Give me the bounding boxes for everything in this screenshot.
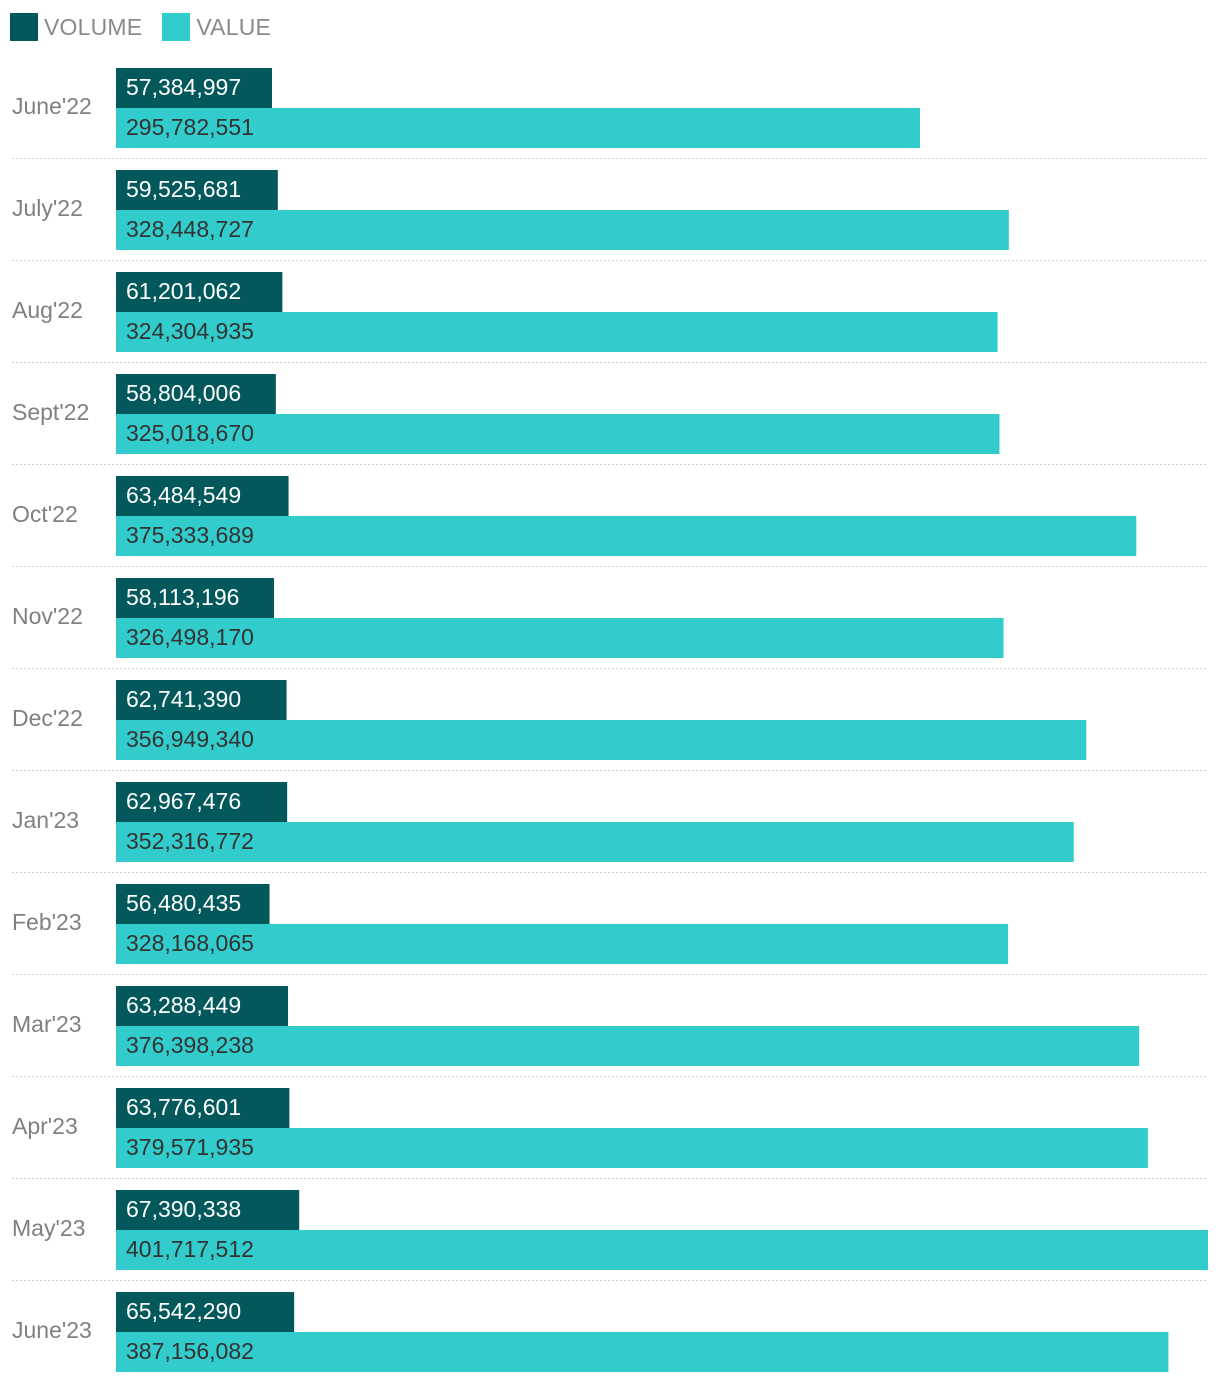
value-bar [116,210,1009,250]
value-data-label: 352,316,772 [126,828,254,854]
volume-bar [116,272,283,312]
category-label: Jan'23 [12,807,79,833]
volume-data-label: 58,804,006 [126,380,241,406]
category-label: Oct'22 [12,501,78,527]
legend-label-value: VALUE [196,13,272,40]
volume-bar [116,1190,300,1230]
value-data-label: 326,498,170 [126,624,254,650]
volume-bar [116,374,276,414]
volume-data-label: 65,542,290 [126,1298,241,1324]
value-data-label: 325,018,670 [126,420,254,446]
volume-data-label: 62,967,476 [126,788,241,814]
volume-data-label: 61,201,062 [126,278,241,304]
category-label: Mar'23 [12,1011,82,1037]
volume-data-label: 63,288,449 [126,992,241,1018]
volume-bar [116,170,278,210]
value-data-label: 375,333,689 [126,522,254,548]
category-label: June'23 [12,1317,92,1343]
category-label: Dec'22 [12,705,83,731]
category-label: Feb'23 [12,909,82,935]
volume-bar [116,1088,290,1128]
legend-swatch-value [162,13,191,41]
volume-data-label: 63,776,601 [126,1094,241,1120]
category-label: Aug'22 [12,297,83,323]
value-bar [116,108,921,148]
chart-legend: VOLUME VALUE [10,12,291,42]
volume-data-label: 58,113,196 [126,584,239,610]
value-bar [116,720,1087,760]
legend-item-value: VALUE [162,13,271,41]
volume-data-label: 56,480,435 [126,890,241,916]
value-bar [116,618,1004,658]
value-data-label: 328,168,065 [126,930,254,956]
category-label: Nov'22 [12,603,83,629]
volume-data-label: 59,525,681 [126,176,241,202]
legend-item-volume: VOLUME [10,13,142,41]
value-data-label: 324,304,935 [126,318,254,344]
category-label: May'23 [12,1215,85,1241]
volume-bar [116,1292,295,1332]
volume-data-label: 67,390,338 [126,1196,241,1222]
value-bar [116,312,998,352]
legend-swatch-volume [10,13,38,41]
volume-data-label: 62,741,390 [126,686,241,712]
volume-data-label: 57,384,997 [126,74,241,100]
value-data-label: 328,448,727 [126,216,254,242]
category-label: June'22 [12,93,92,119]
volume-bar [116,884,270,924]
value-bar [116,516,1137,556]
volume-bar [116,68,272,108]
volume-data-label: 63,484,549 [126,482,241,508]
value-data-label: 295,782,551 [126,114,254,140]
volume-bar [116,578,274,618]
volume-bar [116,782,288,822]
value-data-label: 356,949,340 [126,726,254,752]
value-bar [116,1332,1169,1372]
value-data-label: 376,398,238 [126,1032,254,1058]
value-data-label: 387,156,082 [126,1338,254,1364]
category-label: July'22 [12,195,83,221]
value-data-label: 401,717,512 [126,1236,254,1262]
volume-bar [116,986,289,1026]
category-label: Sept'22 [12,399,89,425]
volume-bar [116,476,289,516]
value-bar [116,822,1074,862]
category-label: Apr'23 [12,1113,78,1139]
legend-label-volume: VOLUME [44,13,143,40]
volume-bar [116,680,287,720]
value-bar [116,1128,1148,1168]
value-bar [116,1230,1208,1270]
value-bar [116,1026,1140,1066]
value-data-label: 379,571,935 [126,1134,254,1160]
value-bar [116,924,1009,964]
value-bar [116,414,1000,454]
